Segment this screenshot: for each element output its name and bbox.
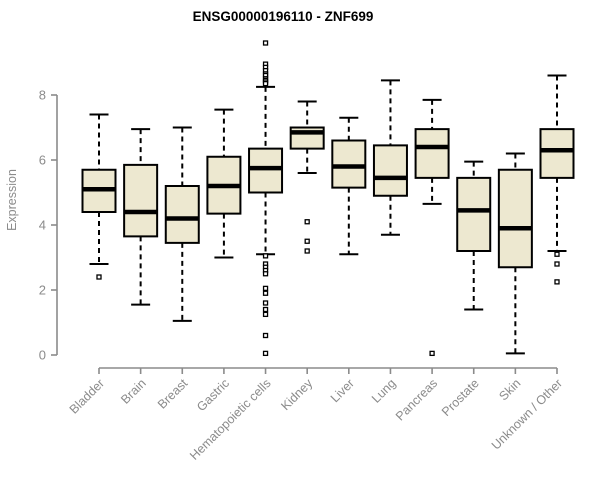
x-category-label: Kidney	[278, 376, 315, 413]
x-category-label: Liver	[328, 376, 357, 405]
y-axis-label: Expression	[5, 169, 19, 231]
x-category-label: Unknown / Other	[489, 376, 565, 452]
iqr-box	[164, 185, 200, 244]
outlier-point	[554, 261, 560, 267]
iqr-box	[414, 128, 450, 179]
box-skin	[497, 152, 533, 355]
x-category-label: Brain	[118, 376, 149, 407]
chart-title: ENSG00000196110 - ZNF699	[193, 9, 374, 24]
y-tick-label: 2	[39, 283, 46, 298]
outlier-point	[262, 350, 269, 357]
iqr-box	[248, 147, 284, 194]
box-unknown-other	[539, 74, 575, 285]
box-prostate	[456, 160, 492, 311]
outlier-point	[262, 271, 269, 277]
outlier-point	[262, 300, 269, 306]
x-category-label: Lung	[369, 376, 399, 406]
iqr-box	[331, 139, 367, 189]
box-pancreas	[414, 98, 450, 357]
outlier-point	[262, 332, 269, 339]
outlier-point	[96, 274, 102, 280]
box-breast	[164, 126, 200, 322]
outlier-point	[262, 290, 269, 296]
outlier-point	[262, 80, 269, 87]
outlier-point	[304, 219, 310, 225]
outlier-point	[429, 350, 435, 357]
box-lung	[372, 79, 408, 236]
x-category-label: Skin	[496, 376, 523, 403]
box-kidney	[289, 100, 325, 254]
y-tick-label: 8	[39, 88, 46, 103]
box-liver	[331, 116, 367, 256]
outlier-point	[262, 311, 269, 318]
boxplot-series	[81, 40, 575, 357]
outlier-point	[554, 251, 560, 257]
iqr-box	[372, 144, 408, 197]
outlier-point	[262, 306, 269, 313]
x-category-label: Bladder	[67, 376, 107, 416]
outlier-point	[262, 285, 269, 292]
outlier-point	[304, 248, 310, 254]
box-hematopoietic-cells	[248, 40, 284, 357]
box-gastric	[206, 108, 242, 259]
y-tick-label: 6	[39, 153, 46, 168]
y-axis: 0 2 4 6 8	[39, 88, 58, 363]
x-category-label: Prostate	[439, 376, 482, 419]
x-category-label: Gastric	[194, 376, 232, 414]
outlier-point	[262, 253, 269, 259]
x-category-label: Breast	[155, 376, 191, 412]
x-category-label: Hematopoietic cells	[187, 376, 274, 463]
iqr-box	[123, 163, 159, 238]
box-brain	[123, 128, 159, 306]
iqr-box	[497, 168, 533, 269]
y-tick-label: 0	[39, 348, 46, 363]
outlier-point	[554, 279, 560, 285]
outlier-point	[262, 40, 269, 46]
iqr-box	[456, 176, 492, 252]
iqr-box	[539, 128, 575, 179]
x-category-label: Pancreas	[393, 376, 440, 423]
outlier-point	[304, 238, 310, 244]
box-bladder	[81, 113, 117, 280]
y-tick-label: 4	[39, 218, 46, 233]
